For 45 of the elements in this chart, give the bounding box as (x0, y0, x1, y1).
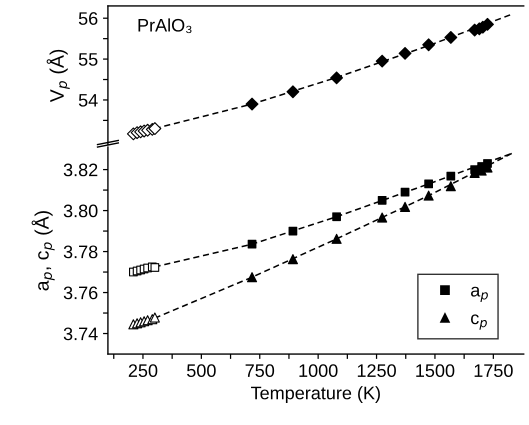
point (446, 172, 456, 181)
legend-label: c$_{p}$ (471, 314, 487, 330)
y-tick-label: 3.80 (64, 204, 98, 218)
x-tick-label: 1500 (416, 364, 454, 378)
y-tick-label: 3.74 (64, 327, 98, 340)
y-tick-label: 56 (78, 12, 98, 25)
point (444, 30, 458, 44)
point (424, 180, 434, 188)
point (332, 234, 342, 244)
point (377, 212, 388, 223)
y-tick-label: 54 (78, 94, 98, 107)
point (446, 181, 456, 192)
point (246, 98, 258, 110)
y-axis-title: a$_{p}$, c$_{p}$ (Å) (32, 211, 55, 290)
point (376, 54, 389, 68)
point (286, 85, 300, 98)
x-tick-label: 500 (187, 364, 216, 378)
x-tick-label: 1250 (358, 364, 396, 378)
x-axis-title: Temperature (K) (251, 386, 380, 403)
point (398, 46, 412, 60)
point (288, 254, 298, 264)
point (288, 226, 298, 236)
legend-label: a$_{p}$ (471, 286, 488, 302)
x-tick-label: 1750 (474, 364, 513, 378)
point (400, 202, 410, 212)
y-tick-label: 3.76 (64, 286, 98, 300)
point (400, 188, 410, 197)
x-tick-label: 1000 (299, 364, 338, 378)
x-tick-label: 750 (246, 364, 274, 378)
x-tick-label: 250 (128, 364, 158, 378)
annotation: PrAlO₃ (138, 18, 192, 34)
y-tick-label: 3.78 (64, 245, 98, 258)
point (422, 38, 436, 52)
y-tick-label: 3.82 (64, 164, 98, 176)
y-axis-title: V$_{p}$ (Å) (46, 50, 70, 102)
point (148, 122, 162, 136)
point (150, 263, 160, 272)
point (424, 190, 434, 201)
point (330, 71, 344, 84)
point (246, 272, 258, 282)
point (150, 312, 160, 323)
point (248, 240, 256, 249)
y-tick-label: 55 (78, 53, 98, 66)
point (332, 212, 341, 222)
point (378, 196, 387, 205)
